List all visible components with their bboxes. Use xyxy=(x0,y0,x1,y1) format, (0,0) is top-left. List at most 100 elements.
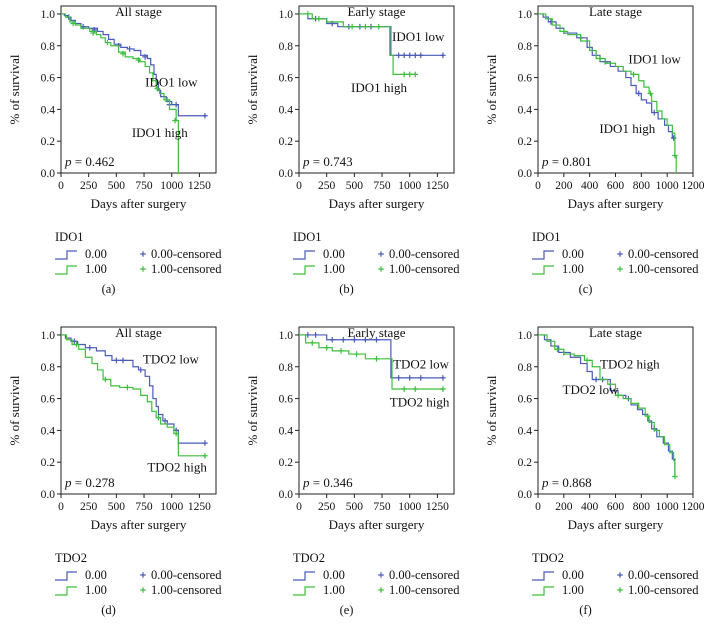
curve-annotation: TDO2 low xyxy=(393,356,450,371)
legend-step-swatch-0 xyxy=(55,250,77,260)
censor-mark-0.00 xyxy=(440,52,446,59)
legend-censor-swatch-1 xyxy=(378,266,384,272)
panel-label: (a) xyxy=(102,282,116,296)
censor-mark-0.00 xyxy=(86,344,93,351)
censor-mark-0.00 xyxy=(593,376,599,383)
x-tick-label: 400 xyxy=(581,501,599,513)
curve-annotation: TDO2 high xyxy=(390,395,450,410)
censor-mark-0.00 xyxy=(417,52,424,59)
censor-mark-0.00 xyxy=(173,101,179,108)
censor-mark-1.00 xyxy=(401,386,407,392)
legend-step-swatch-0 xyxy=(293,571,315,581)
y-tick-label: 0.2 xyxy=(41,136,56,148)
survival-curve-0.00 xyxy=(538,334,676,475)
legend-label-0: 0.00 xyxy=(562,568,584,582)
legend-step-swatch-1 xyxy=(55,586,77,596)
p-value: = 0.346 xyxy=(310,475,354,490)
x-axis-label: Days after surgery xyxy=(329,196,425,211)
legend-label-1: 1.00 xyxy=(562,262,584,276)
censor-mark-1.00 xyxy=(173,430,179,437)
x-tick-label: 800 xyxy=(633,501,651,513)
y-tick-label: 0.2 xyxy=(279,457,294,469)
x-tick-label: 0 xyxy=(535,180,541,192)
chart-title: Late stage xyxy=(589,4,642,19)
panel-label: (d) xyxy=(101,603,116,617)
censor-mark-1.00 xyxy=(672,473,678,480)
censor-mark-0.00 xyxy=(120,357,126,364)
censor-mark-1.00 xyxy=(70,20,76,27)
p-value-text: p = 0.346 xyxy=(302,475,353,490)
legend-label-0: 0.00 xyxy=(85,247,107,261)
legend-title: IDO1 xyxy=(532,230,560,244)
legend-censor-swatch-0 xyxy=(140,251,146,257)
plot-frame xyxy=(298,5,455,174)
x-axis-label: Days after surgery xyxy=(329,517,425,532)
y-axis-label: % of survival xyxy=(484,54,499,124)
y-tick-label: 0.8 xyxy=(41,362,56,374)
legend-label-3: 1.00-censored xyxy=(151,262,222,276)
x-tick-label: 1250 xyxy=(188,501,211,513)
legend-label-1: 1.00 xyxy=(562,583,584,597)
y-tick-label: 1.0 xyxy=(279,330,294,342)
legend-label-2: 0.00-censored xyxy=(628,568,699,582)
plot-frame xyxy=(60,326,217,495)
censor-mark-0.00 xyxy=(548,19,554,25)
x-tick-label: 1000 xyxy=(398,501,421,513)
x-tick-label: 0 xyxy=(58,501,64,513)
censor-mark-0.00 xyxy=(312,332,319,338)
y-tick-label: 0.2 xyxy=(41,457,56,469)
p-symbol: p xyxy=(302,475,310,490)
x-tick-label: 1000 xyxy=(656,501,679,513)
curve-annotation: IDO1 low xyxy=(145,74,198,89)
chart-title: Early stage xyxy=(347,325,405,340)
x-tick-label: 1000 xyxy=(656,180,679,192)
legend-step-swatch-0 xyxy=(532,250,554,260)
curve-annotation: IDO1 high xyxy=(132,125,188,140)
censor-mark-1.00 xyxy=(120,50,126,57)
y-axis-label: % of survival xyxy=(245,54,260,124)
x-tick-label: 1200 xyxy=(682,501,705,513)
y-tick-label: 0.4 xyxy=(279,104,294,116)
x-tick-label: 1250 xyxy=(426,501,449,513)
censor-mark-1.00 xyxy=(338,348,344,354)
x-tick-label: 600 xyxy=(607,501,625,513)
chart-title: Early stage xyxy=(347,4,405,19)
censor-mark-1.00 xyxy=(155,414,162,421)
y-tick-label: 0.4 xyxy=(41,425,56,437)
p-symbol: p xyxy=(541,154,549,169)
x-tick-label: 200 xyxy=(555,501,573,513)
censor-mark-0.00 xyxy=(126,46,133,52)
x-tick-label: 1000 xyxy=(160,180,183,192)
y-tick-label: 0.2 xyxy=(518,136,533,148)
censor-mark-0.00 xyxy=(417,375,424,381)
censor-mark-1.00 xyxy=(73,341,80,348)
y-tick-label: 1.0 xyxy=(41,330,56,342)
censor-mark-0.00 xyxy=(137,367,144,373)
x-tick-label: 250 xyxy=(80,180,98,192)
p-value: = 0.462 xyxy=(72,154,115,169)
censor-mark-1.00 xyxy=(373,356,380,362)
curve-annotation: IDO1 low xyxy=(628,51,681,66)
legend-label-3: 1.00-censored xyxy=(151,583,222,597)
legend-label-0: 0.00 xyxy=(323,568,345,582)
censor-mark-1.00 xyxy=(644,413,651,419)
censor-mark-0.00 xyxy=(351,336,358,343)
legend-label-1: 1.00 xyxy=(85,583,107,597)
legend-title: TDO2 xyxy=(532,551,564,565)
censor-mark-1.00 xyxy=(584,357,590,364)
x-tick-label: 0 xyxy=(296,501,302,513)
p-symbol: p xyxy=(64,154,72,169)
curve-annotation: TDO2 low xyxy=(143,352,200,367)
x-tick-label: 500 xyxy=(108,501,126,513)
legend-step-swatch-0 xyxy=(55,571,77,581)
legend-label-0: 0.00 xyxy=(85,568,107,582)
censor-mark-0.00 xyxy=(373,336,380,343)
legend-censor-swatch-1 xyxy=(140,587,146,593)
legend-step-swatch-1 xyxy=(55,265,77,275)
p-value-text: p = 0.462 xyxy=(64,154,115,169)
censor-mark-1.00 xyxy=(615,392,621,399)
y-tick-label: 1.0 xyxy=(518,9,533,21)
